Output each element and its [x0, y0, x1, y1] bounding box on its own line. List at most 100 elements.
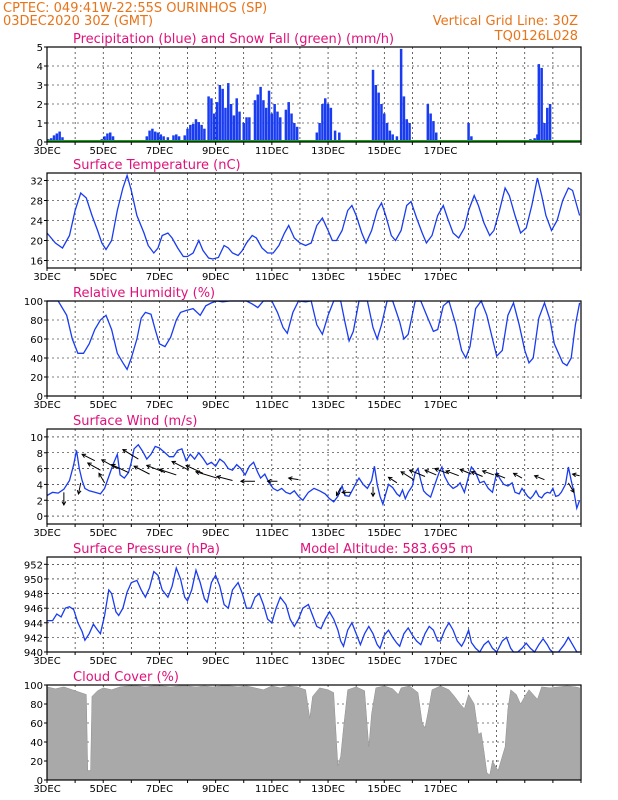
x-tick-label: 13DEC — [311, 528, 345, 539]
y-tick-label: 4 — [37, 62, 43, 73]
precip-bar — [172, 135, 175, 142]
precip-bar — [177, 136, 181, 142]
precip-bar — [537, 64, 541, 142]
y-tick-label: 940 — [24, 648, 43, 659]
x-tick-label: 11DEC — [255, 272, 289, 283]
precip-bar — [156, 132, 160, 142]
panel-frame — [46, 300, 582, 397]
x-tick-label: 11DEC — [255, 656, 289, 667]
precip-bar — [470, 136, 473, 142]
x-tick-label: 11DEC — [255, 146, 289, 157]
x-tick-label: 15DEC — [367, 146, 401, 157]
y-tick-label: 952 — [24, 560, 43, 571]
y-tick-label: 60 — [30, 335, 43, 346]
y-tick-label: 3 — [37, 81, 43, 92]
precip-bar — [467, 123, 470, 142]
y-tick-label: 24 — [30, 217, 43, 228]
precip-bar — [338, 132, 341, 142]
cloud-title: Cloud Cover (%) — [73, 670, 179, 685]
x-tick-label: 17DEC — [424, 784, 458, 795]
x-tick-label: 13DEC — [311, 146, 345, 157]
precip-panel: 0 1 2 3 4 5 3DEC 5DEC 7DEC 9DEC 11DEC 13DEC 15DEC 17D… — [33, 32, 582, 157]
precip-bar — [377, 92, 380, 142]
x-tick-label: 5DEC — [90, 528, 117, 539]
x-tick-label: 13DEC — [311, 784, 345, 795]
x-tick-label: 5DEC — [90, 272, 117, 283]
precip-bar — [405, 119, 408, 142]
wind-arrow — [121, 449, 139, 460]
precip-bar — [546, 107, 549, 142]
wind-arrow — [387, 476, 398, 484]
y-tick-label: 2 — [37, 100, 43, 111]
precip-bar — [103, 136, 106, 142]
precip-bar — [432, 121, 435, 142]
y-tick-label: 0 — [37, 776, 43, 787]
wind-arrow — [110, 463, 129, 473]
precip-bar — [229, 104, 233, 142]
y-tick-label: 8 — [37, 449, 43, 460]
x-tick-label: 5DEC — [90, 784, 117, 795]
precip-bar — [210, 98, 213, 142]
wind-arrow — [459, 468, 472, 475]
precip-bar — [218, 85, 222, 142]
precip-bar — [148, 130, 151, 142]
y-tick-label: 60 — [30, 719, 43, 730]
precip-bar — [264, 107, 268, 142]
y-tick-label: 40 — [30, 738, 43, 749]
y-tick-label: 20 — [30, 373, 43, 384]
precip-bar — [235, 98, 238, 142]
wind-arrow — [494, 473, 506, 479]
x-tick-label: 9DEC — [202, 400, 229, 411]
wind-arrow — [266, 478, 278, 484]
y-tick-label: 80 — [30, 700, 43, 711]
y-tick-label: 100 — [24, 297, 43, 308]
humidity-panel: 0 20 40 60 80 100 3DEC 5DEC 7DEC 9DEC 11DEC 13DEC 15… — [24, 286, 582, 411]
precip-bar — [186, 128, 189, 142]
x-tick-label: 9DEC — [202, 272, 229, 283]
precip-bar — [270, 113, 274, 142]
panel-frame — [46, 684, 582, 781]
x-tick-label: 7DEC — [146, 656, 173, 667]
precip-bar — [224, 107, 227, 142]
x-tick-label: 17DEC — [424, 528, 458, 539]
pressure-line — [47, 565, 580, 654]
wind-arrow — [533, 474, 545, 481]
wind-arrow — [81, 453, 96, 462]
x-tick-label: 3DEC — [33, 272, 60, 283]
wind-arrow — [100, 459, 118, 470]
x-tick-label: 15DEC — [367, 656, 401, 667]
precip-bar — [153, 131, 157, 142]
wind-panel: 0 2 4 6 8 10 3DEC 5DEC 7DEC 9DEC 11DEC 13DEC 15DEC 17… — [30, 414, 582, 539]
precip-bar — [166, 137, 170, 142]
precip-bar — [207, 96, 210, 142]
cloud-cover-area — [46, 685, 580, 781]
precip-bar — [238, 111, 241, 142]
panel-frame — [46, 428, 582, 525]
precip-bar — [408, 123, 411, 142]
y-tick-label: 6 — [37, 465, 43, 476]
y-tick-label: 942 — [24, 633, 43, 644]
wind-arrow — [145, 464, 166, 474]
precip-bar — [61, 137, 64, 142]
x-tick-label: 3DEC — [33, 784, 60, 795]
wind-arrow — [445, 469, 459, 477]
precip-bar — [543, 123, 546, 142]
precip-bar — [273, 104, 276, 142]
precip-bar — [323, 98, 327, 142]
precip-bar — [287, 102, 290, 142]
x-tick-label: 9DEC — [202, 528, 229, 539]
precip-bar — [540, 67, 543, 142]
temperature-panel: 16 20 24 28 32 3DEC 5DEC 7DEC 9DEC 11DEC 13DEC 15DE… — [30, 158, 582, 283]
precip-bar — [259, 86, 262, 142]
model-altitude: Model Altitude: 583.695 m — [300, 542, 473, 557]
wind-arrow — [341, 489, 351, 495]
wind-arrow — [76, 482, 82, 495]
y-tick-label: 0 — [37, 392, 43, 403]
precip-bar — [159, 134, 163, 142]
precip-bar — [284, 109, 288, 142]
y-tick-label: 20 — [30, 237, 43, 248]
y-tick-label: 0 — [37, 138, 43, 149]
precip-bar — [262, 100, 265, 142]
pressure-panel: 940 942 944 946 948 950 952 3DEC 5DEC 7DEC 9DEC 11D… — [24, 542, 582, 667]
